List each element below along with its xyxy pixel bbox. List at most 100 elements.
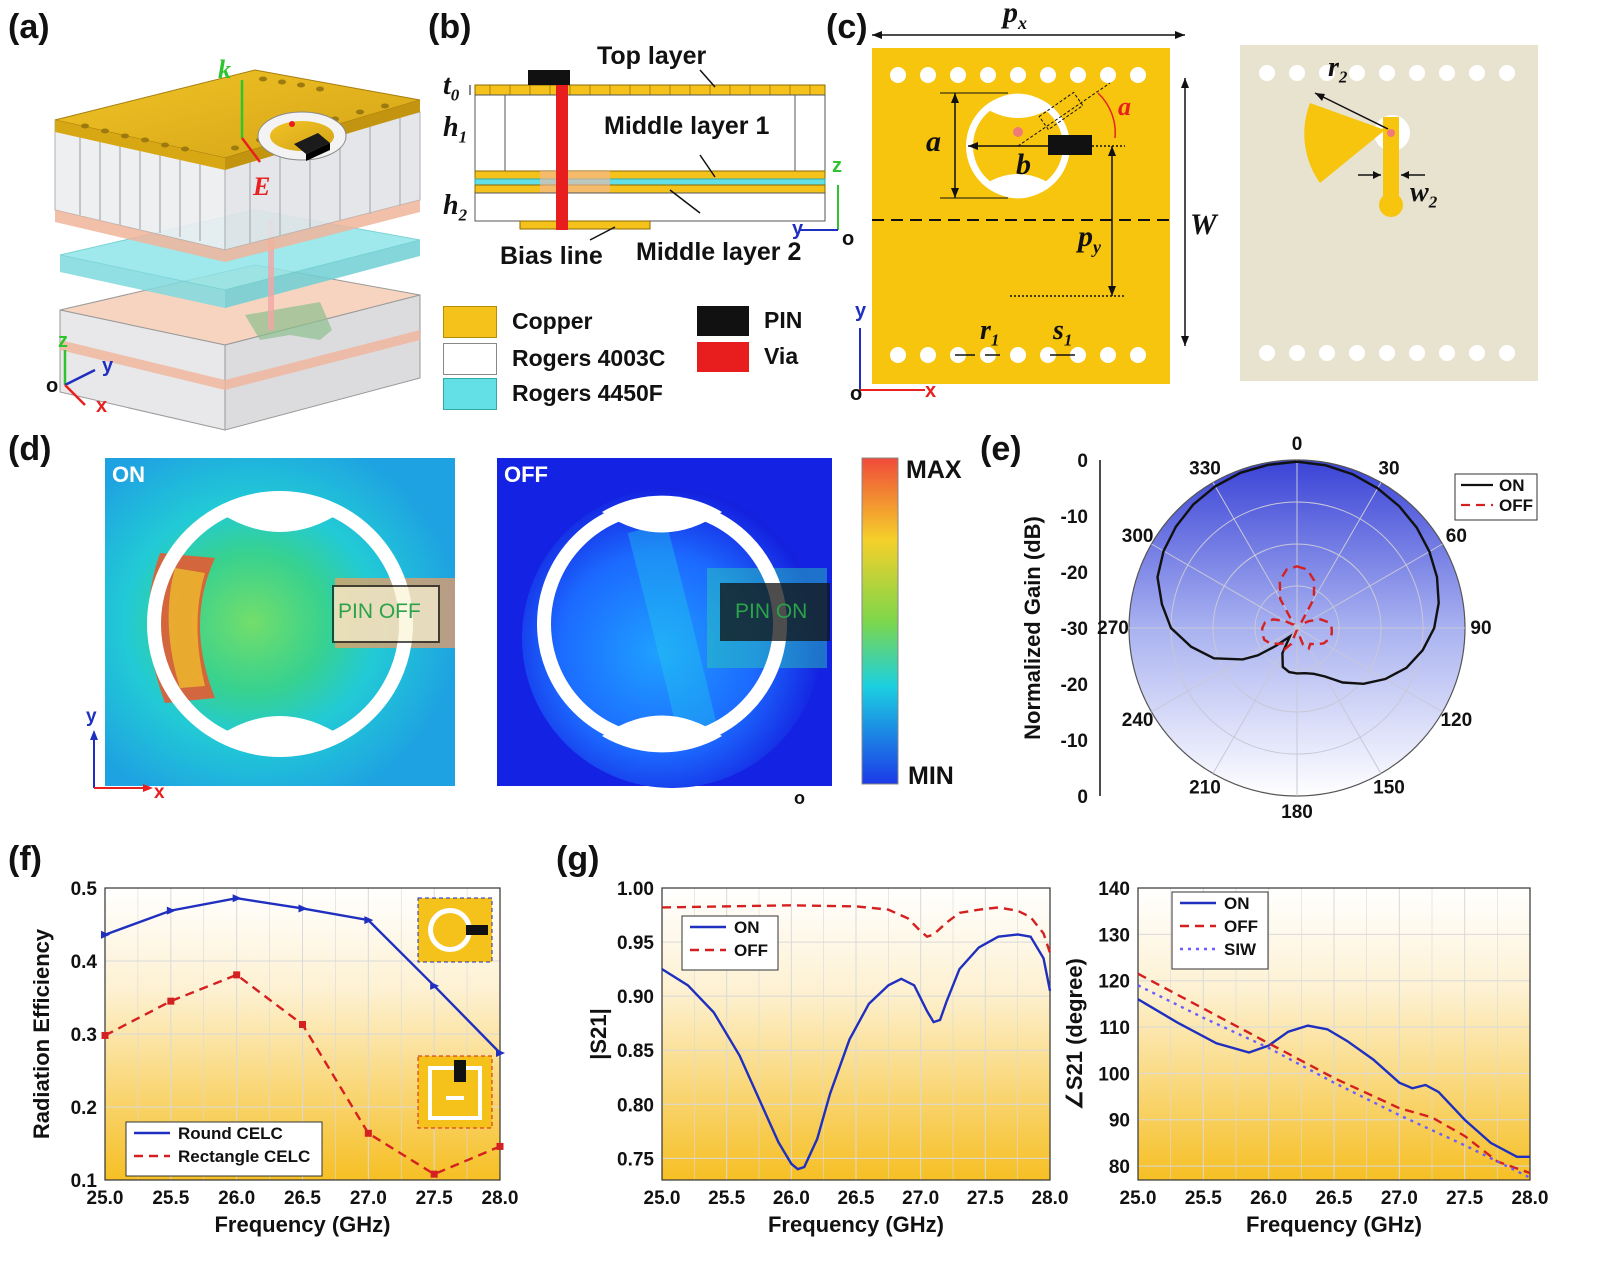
- a-dim-label: a: [926, 125, 941, 158]
- px-label: p: [1003, 0, 1018, 29]
- x-tick-label: 26.5: [1316, 1188, 1353, 1209]
- marker-point: [167, 997, 175, 1005]
- s21-magnitude-chart: 0.75 0.80 0.85 0.90 0.95 1.00 25.0 25.5 26.0 26.5…: [586, 879, 1068, 1237]
- legend-label-on: ON: [734, 918, 760, 937]
- angle-label: 150: [1373, 777, 1405, 798]
- y-tick-label: 0.5: [71, 879, 98, 900]
- x-tick-label: 26.5: [838, 1188, 875, 1209]
- w2-label: w: [1410, 177, 1429, 208]
- legend-swatch-via: [697, 342, 749, 372]
- panel-d-label: (d): [8, 430, 52, 468]
- x-tick-label: 26.0: [773, 1188, 810, 1209]
- angle-label: 300: [1122, 526, 1154, 547]
- polar-gain-chart: 0 30 60 90 120 150 180 210 240 270 300 330 0 -10 -20 -3…: [1020, 434, 1538, 823]
- polar-y-axis-title: Normalized Gain (dB): [1020, 516, 1045, 740]
- d-axis-y: y: [86, 706, 97, 727]
- panel-a-label: (a): [8, 8, 50, 46]
- radial-tick-label: -20: [1061, 563, 1088, 584]
- b-axis-y: y: [792, 218, 804, 240]
- y-tick-label: 140: [1098, 879, 1130, 900]
- y-tick-label: 0.80: [617, 1095, 654, 1116]
- layer-stack-cross-section: [469, 69, 839, 241]
- colorbar: [861, 457, 899, 785]
- legend-label-copper: Copper: [512, 308, 593, 334]
- pin-diode-3d: [294, 133, 330, 154]
- rectangle-celc-inset-pin: [454, 1060, 466, 1082]
- pin-on-text: PIN ON: [735, 600, 808, 623]
- round-celc-inset-pin: [466, 925, 488, 935]
- marker-point: [299, 1021, 306, 1029]
- polar-grid-spoke: [1151, 627, 1298, 713]
- d-origin: o: [794, 788, 805, 808]
- y-axis-title: Radiation Efficiency: [29, 928, 54, 1139]
- polar-legend-label-off: OFF: [1499, 496, 1533, 515]
- polar-legend-box: [1454, 473, 1538, 521]
- y-tick-label: 0.4: [71, 952, 98, 973]
- a-axis-x: x: [96, 395, 108, 417]
- e-label: E: [253, 172, 271, 201]
- x-tick-label: 27.0: [902, 1188, 939, 1209]
- marker-point: [233, 971, 241, 979]
- polar-series-on: [1156, 460, 1440, 686]
- series-line-off: [1137, 972, 1531, 1175]
- s21-phase-chart: 80 90 100 110 120 130 140 25.0 25.5 26.0 26.5 27.0 2…: [1062, 879, 1548, 1237]
- b-origin: o: [842, 228, 855, 250]
- field-map-off: [497, 458, 832, 788]
- radial-tick-label: -30: [1061, 619, 1088, 640]
- x-tick-label: 26.0: [1250, 1188, 1287, 1209]
- r1-label: r: [980, 315, 991, 346]
- x-axis-title: Frequency (GHz): [768, 1212, 944, 1237]
- marker-point: [232, 894, 242, 903]
- marker-point: [166, 906, 176, 915]
- alpha-angle-label: a: [1118, 92, 1131, 121]
- legend-box: [681, 915, 779, 971]
- marker-point: [496, 1048, 505, 1057]
- c-axis-y: y: [855, 300, 867, 322]
- via-column: [268, 220, 274, 330]
- rogers-4003c-layer-1: [474, 94, 826, 172]
- x-tick-label: 26.5: [284, 1188, 321, 1209]
- s1-label: s: [1053, 315, 1064, 346]
- marker-point: [364, 916, 374, 925]
- x-tick-label: 27.0: [350, 1188, 387, 1209]
- marker-point: [298, 904, 308, 913]
- polar-legend-label-on: ON: [1499, 476, 1525, 495]
- round-celc-inset: [417, 897, 493, 963]
- bias-line-stub: [245, 302, 332, 340]
- via-bar: [556, 85, 568, 230]
- d-axes-icon: [90, 730, 153, 792]
- a-origin: o: [46, 375, 59, 397]
- legend-label-pin: PIN: [764, 307, 803, 333]
- off-state-label: OFF: [504, 462, 548, 487]
- x-tick-label: 27.5: [416, 1188, 453, 1209]
- radial-tick-label: 0: [1077, 451, 1088, 472]
- y-tick-label: 90: [1109, 1111, 1130, 1132]
- marker-point: [496, 1142, 504, 1150]
- legend-label-on: ON: [1224, 894, 1250, 913]
- middle-layer-2-label: Middle layer 2: [636, 238, 802, 266]
- legend-swatch-rogers4003c: [443, 343, 497, 375]
- x-tick-label: 27.5: [967, 1188, 1004, 1209]
- bias-line-label: Bias line: [500, 242, 603, 270]
- t0-label: t: [443, 70, 451, 101]
- legend-label-rogers4003c: Rogers 4003C: [512, 345, 666, 371]
- angle-label: 240: [1122, 710, 1154, 731]
- marker-point: [364, 1129, 372, 1137]
- y-tick-label: 1.00: [617, 879, 654, 900]
- x-tick-label: 26.0: [218, 1188, 255, 1209]
- x-tick-label: 25.5: [708, 1188, 745, 1209]
- legend-label-siw: SIW: [1224, 940, 1257, 959]
- rectangle-celc-inset: [417, 1055, 493, 1129]
- colorbar-max-label: MAX: [906, 456, 962, 484]
- h2-label: h: [443, 190, 459, 221]
- radiation-efficiency-chart: 0.1 0.2 0.3 0.4 0.5 25.0 25.5 26.0 26.5 27.0 27.5 2…: [29, 879, 518, 1237]
- y-tick-label: 0.85: [617, 1041, 654, 1062]
- unit-cell-3d-view: [54, 69, 421, 431]
- pin-diode-block: [528, 70, 570, 85]
- x-tick-label: 28.0: [482, 1188, 519, 1209]
- bias-layer-drawing: [1240, 45, 1538, 381]
- radial-tick-label: -20: [1061, 675, 1088, 696]
- y-axis-title: |S21|: [586, 1008, 611, 1059]
- y-tick-label: 110: [1099, 1018, 1130, 1039]
- b-dim-label: b: [1016, 148, 1031, 181]
